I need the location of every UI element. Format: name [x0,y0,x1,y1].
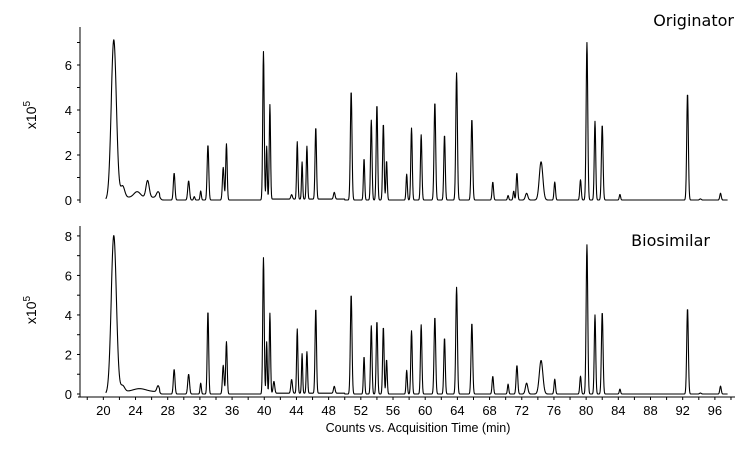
y-tick-label: 0 [65,193,72,208]
x-tick-label: 44 [289,403,303,418]
biosimilar-label: Biosimilar [631,231,710,250]
originator-label: Originator [653,11,734,30]
x-axis-label: Counts vs. Acquisition Time (min) [326,421,511,435]
y-tick-label: 8 [65,229,72,244]
x-tick-label: 88 [643,403,657,418]
x-tick-label: 64 [450,403,464,418]
originator-panel: Originator x105 0 2 4 6 [22,11,734,208]
biosimilar-y-axis-label: x105 [22,295,39,324]
x-tick-label: 28 [160,403,174,418]
y-tick-label: 2 [65,347,72,362]
y-tick-label: 6 [65,268,72,283]
y-tick-label: 0 [65,387,72,402]
y-tick-label: 4 [65,308,72,323]
x-tick-label: 92 [675,403,689,418]
x-tick-label: 60 [418,403,432,418]
x-tick-label: 80 [579,403,593,418]
x-tick-label: 20 [96,403,110,418]
x-tick-label: 56 [386,403,400,418]
x-tick-label: 72 [515,403,529,418]
x-tick-label: 96 [708,403,722,418]
chromatogram-trace [105,39,728,201]
x-tick-label: 52 [354,403,368,418]
originator-y-axis-label: x105 [22,100,39,129]
x-tick-label: 48 [321,403,335,418]
x-tick-label: 24 [128,403,142,418]
y-label-exponent: 5 [22,100,33,106]
x-tick-label: 36 [225,403,239,418]
y-tick-label: 6 [65,58,72,73]
biosimilar-panel: Biosimilar x105 Counts vs. Acquisition T… [22,226,735,435]
y-tick-label: 4 [65,103,72,118]
y-label-exponent: 5 [22,295,33,301]
y-label-base: x10 [23,106,39,129]
chromatogram-trace [105,234,728,395]
y-label-base: x10 [23,301,39,324]
x-tick-label: 84 [611,403,625,418]
y-tick-label: 2 [65,148,72,163]
x-tick-label: 32 [193,403,207,418]
x-tick-label: 76 [547,403,561,418]
x-tick-label: 40 [257,403,271,418]
x-tick-label: 68 [482,403,496,418]
